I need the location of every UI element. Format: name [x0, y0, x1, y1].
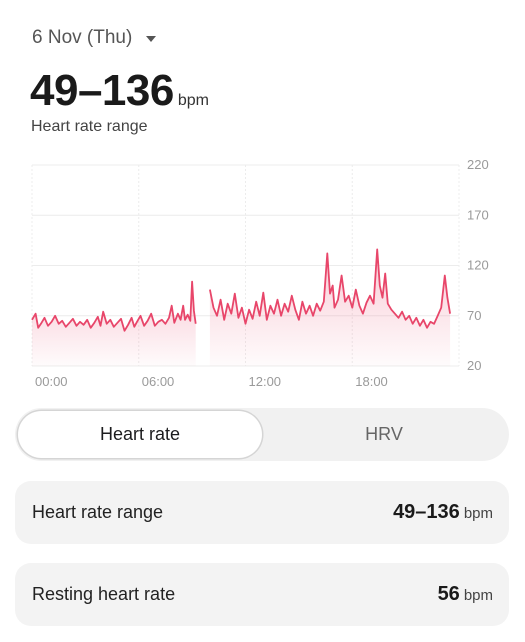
x-tick-label: 18:00: [355, 374, 388, 389]
y-tick-label: 170: [467, 207, 489, 222]
x-tick-label: 06:00: [142, 374, 175, 389]
series-area: [32, 281, 196, 366]
y-tick-label: 220: [467, 157, 489, 172]
series-area: [209, 249, 451, 366]
heart-rate-chart[interactable]: 220 170 120 70 20 00:00 06:00 12:00 18:00: [0, 150, 525, 395]
series-line: [31, 280, 197, 332]
y-tick-label: 70: [467, 308, 481, 323]
card-unit: bpm: [463, 587, 493, 604]
tab-heart-rate[interactable]: Heart rate: [18, 411, 262, 458]
tab-hrv[interactable]: HRV: [365, 424, 403, 444]
card-value: 49–136: [393, 501, 460, 523]
series-line: [209, 248, 451, 329]
summary-label: Heart rate range: [31, 118, 148, 135]
x-tick-label: 12:00: [249, 374, 282, 389]
y-tick-label: 120: [467, 258, 489, 273]
date-label: 6 Nov (Thu): [32, 27, 133, 48]
summary-unit: bpm: [177, 92, 209, 109]
card-value: 56: [437, 583, 460, 605]
x-tick-label: 00:00: [35, 374, 68, 389]
card-value-group: 56 bpm: [438, 583, 493, 606]
y-tick-label: 20: [467, 358, 481, 373]
resting-heart-rate-card[interactable]: Resting heart rate 56 bpm: [15, 563, 509, 626]
metric-toggle: Heart rate HRV: [15, 408, 509, 461]
date-selector[interactable]: 6 Nov (Thu): [32, 24, 157, 52]
caret-down-icon: [146, 36, 157, 42]
card-label: Resting heart rate: [32, 584, 176, 604]
card-unit: bpm: [463, 505, 493, 522]
summary-heading: 49–136 bpm: [30, 66, 209, 116]
card-label: Heart rate range: [32, 502, 164, 522]
chart-svg: 220 170 120 70 20 00:00 06:00 12:00 18:00: [31, 157, 489, 389]
card-value-group: 49–136 bpm: [393, 501, 493, 524]
heart-rate-range-card[interactable]: Heart rate range 49–136 bpm: [15, 481, 509, 544]
summary-value: 49–136: [30, 66, 174, 115]
